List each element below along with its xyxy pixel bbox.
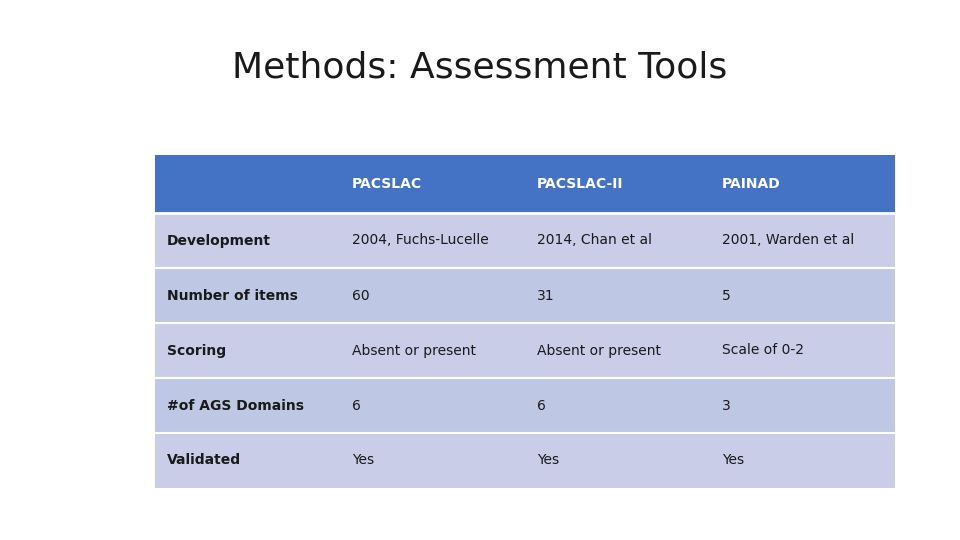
Bar	[340, 155, 525, 213]
Text: PACSLAC: PACSLAC	[352, 177, 422, 191]
Bar	[525, 155, 710, 213]
Text: PAINAD: PAINAD	[722, 177, 780, 191]
Text: 31: 31	[537, 288, 555, 302]
Text: Number of items: Number of items	[167, 288, 298, 302]
Text: Methods: Assessment Tools: Methods: Assessment Tools	[232, 51, 728, 85]
Text: 5: 5	[722, 288, 731, 302]
Text: 2001, Warden et al: 2001, Warden et al	[722, 233, 854, 247]
Bar	[340, 323, 525, 378]
Bar	[710, 155, 895, 213]
Bar	[340, 268, 525, 323]
Bar	[155, 433, 340, 488]
Bar	[710, 433, 895, 488]
Text: 2014, Chan et al: 2014, Chan et al	[537, 233, 652, 247]
Bar	[340, 433, 525, 488]
Bar	[710, 213, 895, 268]
Text: 6: 6	[537, 399, 546, 413]
Bar	[525, 378, 710, 433]
Bar	[340, 213, 525, 268]
Text: Absent or present: Absent or present	[537, 343, 661, 357]
Text: Scale of 0-2: Scale of 0-2	[722, 343, 804, 357]
Bar	[340, 378, 525, 433]
Text: Yes: Yes	[722, 454, 744, 468]
Text: Development: Development	[167, 233, 271, 247]
Bar	[710, 378, 895, 433]
Text: 3: 3	[722, 399, 731, 413]
Bar	[525, 323, 710, 378]
Text: 2004, Fuchs-Lucelle: 2004, Fuchs-Lucelle	[352, 233, 489, 247]
Bar	[155, 323, 340, 378]
Text: Absent or present: Absent or present	[352, 343, 476, 357]
Bar	[710, 323, 895, 378]
Text: Scoring: Scoring	[167, 343, 227, 357]
Text: Validated: Validated	[167, 454, 241, 468]
Text: #of AGS Domains: #of AGS Domains	[167, 399, 304, 413]
Text: 60: 60	[352, 288, 370, 302]
Bar	[155, 378, 340, 433]
Bar	[525, 433, 710, 488]
Text: Yes: Yes	[537, 454, 559, 468]
Bar	[525, 213, 710, 268]
Bar	[155, 268, 340, 323]
Bar	[155, 213, 340, 268]
Bar	[525, 268, 710, 323]
Bar	[710, 268, 895, 323]
Text: Yes: Yes	[352, 454, 374, 468]
Text: PACSLAC-II: PACSLAC-II	[537, 177, 623, 191]
Bar	[155, 155, 340, 213]
Text: 6: 6	[352, 399, 361, 413]
